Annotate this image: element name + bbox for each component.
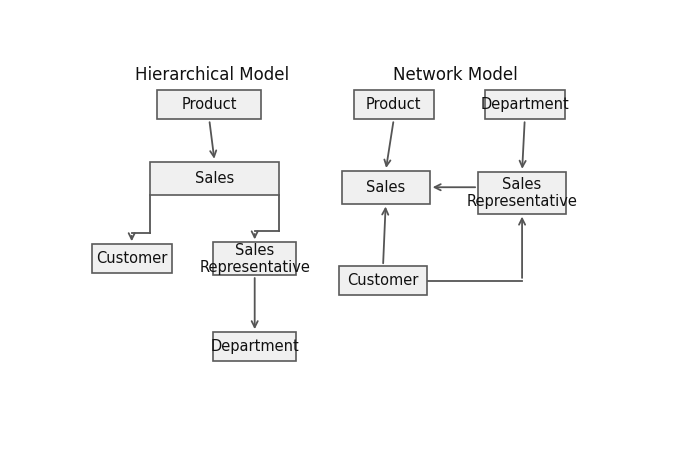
Text: Product: Product [181, 97, 237, 112]
Text: Department: Department [480, 97, 569, 112]
Text: Product: Product [366, 97, 422, 112]
Text: Customer: Customer [347, 273, 419, 288]
Text: Network Model: Network Model [393, 66, 518, 84]
Bar [213, 242, 296, 275]
Text: Department: Department [210, 339, 299, 354]
Bar [339, 266, 427, 295]
Bar [484, 90, 565, 119]
Text: Sales
Representative: Sales Representative [199, 242, 310, 275]
Text: Sales: Sales [195, 170, 234, 186]
Bar [478, 172, 566, 214]
Bar [342, 171, 430, 204]
Text: Customer: Customer [96, 251, 168, 266]
Bar [353, 90, 434, 119]
Bar [213, 332, 296, 361]
Text: Hierarchical Model: Hierarchical Model [135, 66, 289, 84]
Text: Sales
Representative: Sales Representative [466, 177, 578, 209]
Text: Sales: Sales [366, 180, 405, 195]
Bar [157, 90, 262, 119]
Bar [150, 161, 279, 195]
Bar [92, 244, 172, 273]
